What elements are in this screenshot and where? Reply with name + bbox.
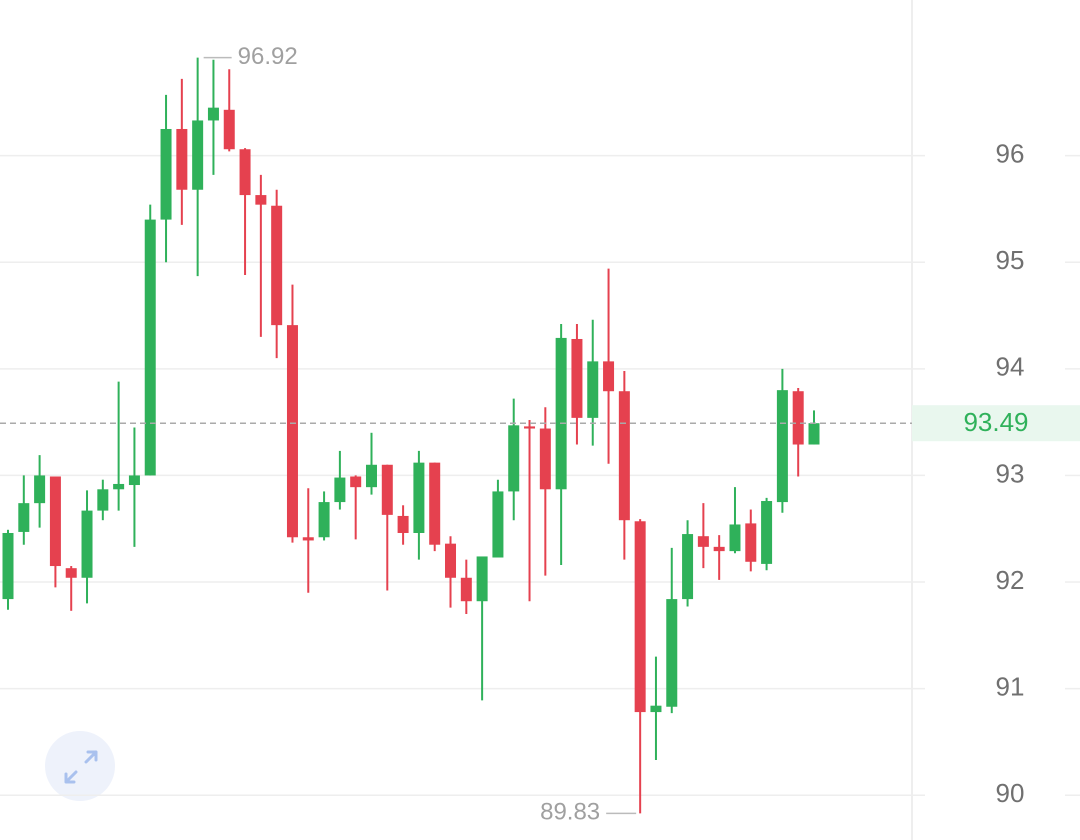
- candle-body: [729, 524, 741, 552]
- expand-icon[interactable]: [64, 750, 98, 784]
- candle-body: [18, 503, 30, 532]
- candle-body: [381, 464, 393, 515]
- candle-body: [508, 425, 520, 492]
- candle-body: [555, 337, 567, 490]
- candle-body: [302, 537, 314, 541]
- candle-body: [192, 120, 204, 190]
- y-tick-label: 90: [996, 778, 1025, 808]
- candle-body: [634, 521, 646, 713]
- expand-button-bg[interactable]: [45, 731, 115, 801]
- candle-body: [776, 390, 788, 503]
- candle-body: [429, 462, 441, 545]
- candle-body: [445, 543, 457, 578]
- candle-body: [49, 476, 61, 567]
- candle-body: [713, 546, 725, 552]
- candle-body: [365, 464, 377, 488]
- candle-body: [792, 391, 804, 445]
- candle-body: [603, 361, 615, 392]
- candle-body: [808, 423, 820, 445]
- candle-body: [113, 483, 125, 490]
- y-tick-label: 91: [996, 672, 1025, 702]
- candle-body: [160, 128, 172, 220]
- candle-body: [397, 515, 409, 533]
- min-label: 89.83: [540, 799, 600, 826]
- y-tick-label: 95: [996, 245, 1025, 275]
- candle-body: [286, 325, 298, 538]
- y-tick-label: 93: [996, 458, 1025, 488]
- candle-body: [618, 391, 630, 521]
- y-tick-label: 92: [996, 565, 1025, 595]
- candle-body: [144, 219, 156, 476]
- current-price-label: 93.49: [963, 407, 1028, 437]
- candle-body: [682, 534, 694, 600]
- candle-body: [81, 510, 93, 578]
- candle-body: [761, 501, 773, 564]
- candle-body: [587, 361, 599, 418]
- candle-body: [271, 205, 283, 326]
- candle-body: [650, 705, 662, 713]
- candle-body: [492, 491, 504, 558]
- candle-body: [697, 536, 709, 547]
- candle-body: [334, 477, 346, 503]
- candle-body: [460, 577, 472, 602]
- candle-body: [207, 107, 219, 121]
- candle-body: [476, 556, 488, 602]
- candle-body: [350, 476, 362, 488]
- candle-body: [571, 338, 583, 418]
- candle-body: [413, 462, 425, 533]
- candle-body: [745, 523, 757, 562]
- y-tick-label: 96: [996, 139, 1025, 169]
- y-tick-label: 94: [996, 352, 1025, 382]
- candle-body: [318, 502, 330, 538]
- candle-body: [255, 195, 267, 205]
- candle-body: [65, 568, 77, 578]
- candle-body: [176, 128, 188, 190]
- candle-body: [34, 475, 46, 504]
- candle-body: [128, 475, 140, 486]
- candle-body: [539, 428, 551, 490]
- current-price-bg: [912, 405, 1080, 442]
- candle-body: [524, 426, 536, 429]
- candle-body: [97, 489, 109, 511]
- candle-body: [666, 599, 678, 707]
- max-label: 96.92: [238, 43, 298, 70]
- candle-body: [223, 109, 235, 150]
- expand-button[interactable]: [45, 731, 115, 801]
- candle-body: [239, 149, 251, 196]
- candle-body: [2, 532, 14, 600]
